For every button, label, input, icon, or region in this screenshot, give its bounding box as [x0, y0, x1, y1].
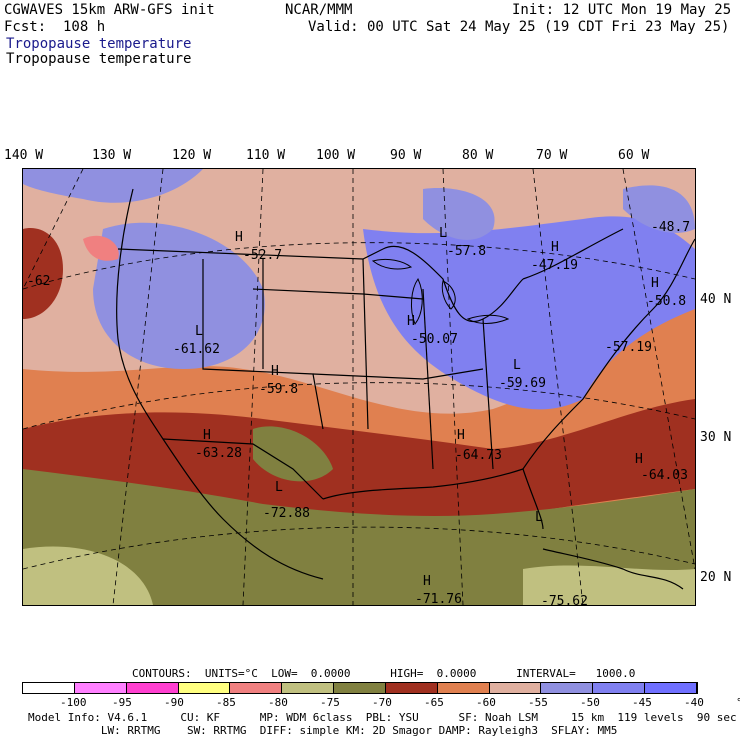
- color-scale-label: -85: [216, 696, 236, 709]
- init-time: Init: 12 UTC Mon 19 May 25: [512, 2, 732, 18]
- center-value: -64.03: [641, 468, 688, 483]
- field-title-shaded: Tropopause temperature: [6, 36, 192, 52]
- lon-label: 120 W: [172, 148, 212, 163]
- color-scale-label: -90: [164, 696, 184, 709]
- center-value: -71.76: [415, 592, 462, 605]
- map-panel: H -52.7 L -57.8 H -47.19 -48.7 H -50.8 -…: [22, 168, 696, 606]
- center-value: -50.07: [411, 332, 458, 347]
- valid-time: Valid: 00 UTC Sat 24 May 25 (19 CDT Fri …: [308, 19, 730, 35]
- color-scale-label: -65: [424, 696, 444, 709]
- lon-label: 130 W: [92, 148, 132, 163]
- model-info-line1: Model Info: V4.6.1 CU: KF MP: WDM 6class…: [28, 711, 737, 724]
- pressure-center-letter: L: [535, 510, 543, 525]
- pressure-center-letter: L: [439, 226, 447, 241]
- temperature-map: H -52.7 L -57.8 H -47.19 -48.7 H -50.8 -…: [23, 169, 695, 605]
- color-scale-segment: [74, 683, 127, 693]
- center-value: -61.62: [173, 342, 220, 357]
- pressure-center-letter: L: [195, 324, 203, 339]
- pressure-center-letter: H: [203, 428, 211, 443]
- pressure-center-letter: H: [407, 314, 415, 329]
- pressure-center-letter: H: [235, 230, 243, 245]
- lat-label: 40 N: [700, 292, 732, 307]
- color-scale-label: -95: [112, 696, 132, 709]
- color-scale-segment: [126, 683, 179, 693]
- lon-label: 140 W: [4, 148, 44, 163]
- lon-label: 70 W: [536, 148, 568, 163]
- color-scale-label: -40: [684, 696, 704, 709]
- color-scale-label: °C: [736, 696, 740, 709]
- center-value: -47.19: [531, 258, 578, 273]
- color-scale-label: -55: [528, 696, 548, 709]
- color-scale-segment: [334, 683, 386, 693]
- forecast-hour: Fcst: 108 h: [4, 19, 106, 35]
- pressure-center-letter: H: [651, 276, 659, 291]
- pressure-center-letter: H: [551, 240, 559, 255]
- pressure-center-letter: H: [457, 428, 465, 443]
- color-scale-segment: [541, 683, 594, 693]
- field-title-contour: Tropopause temperature: [6, 51, 192, 67]
- color-scale-label: -60: [476, 696, 496, 709]
- color-scale-label: -45: [632, 696, 652, 709]
- pressure-center-letter: L: [275, 480, 283, 495]
- color-scale-segment: [593, 683, 646, 693]
- lon-label: 80 W: [462, 148, 494, 163]
- color-scale-segment: [489, 683, 542, 693]
- color-scale-label: -80: [268, 696, 288, 709]
- color-scale-segment: [23, 683, 75, 693]
- lat-label: 20 N: [700, 570, 732, 585]
- center-value: -59.8: [259, 382, 298, 397]
- color-scale-label: -50: [580, 696, 600, 709]
- center-value: -75.62: [541, 594, 588, 605]
- lon-label: 100 W: [316, 148, 356, 163]
- center-value: -52.7: [243, 248, 282, 263]
- color-scale-segment: [178, 683, 231, 693]
- pressure-center-letter: H: [423, 574, 431, 589]
- color-scale-segment: [385, 683, 438, 693]
- center-value: -72.88: [263, 506, 310, 521]
- color-scale-segment: [282, 683, 335, 693]
- center-value: -62: [27, 274, 50, 289]
- color-scale-label: -100: [60, 696, 87, 709]
- model-title: CGWAVES 15km ARW-GFS init: [4, 2, 215, 18]
- lat-label: 30 N: [700, 430, 732, 445]
- center-value: -64.73: [455, 448, 502, 463]
- center-value: -50.8: [647, 294, 686, 309]
- lon-label: 110 W: [246, 148, 286, 163]
- pressure-center-letter: L: [513, 358, 521, 373]
- color-scale-label: -75: [320, 696, 340, 709]
- org-label: NCAR/MMM: [285, 2, 353, 18]
- pressure-center-letter: H: [271, 364, 279, 379]
- color-scale-bar: [22, 682, 698, 694]
- lon-label: 60 W: [618, 148, 650, 163]
- center-value: -63.28: [195, 446, 242, 461]
- center-value: -59.69: [499, 376, 546, 391]
- color-scale-segment: [230, 683, 283, 693]
- pressure-center-letter: H: [635, 452, 643, 467]
- contours-info: CONTOURS: UNITS=°C LOW= 0.0000 HIGH= 0.0…: [132, 667, 636, 680]
- color-scale-label: -70: [372, 696, 392, 709]
- color-scale-segment: [645, 683, 697, 693]
- center-value: -48.7: [651, 220, 690, 235]
- color-scale-segment: [437, 683, 490, 693]
- center-value: -57.8: [447, 244, 486, 259]
- model-info-line2: LW: RRTMG SW: RRTMG DIFF: simple KM: 2D …: [28, 724, 618, 737]
- center-value: -57.19: [605, 340, 652, 355]
- lon-label: 90 W: [390, 148, 422, 163]
